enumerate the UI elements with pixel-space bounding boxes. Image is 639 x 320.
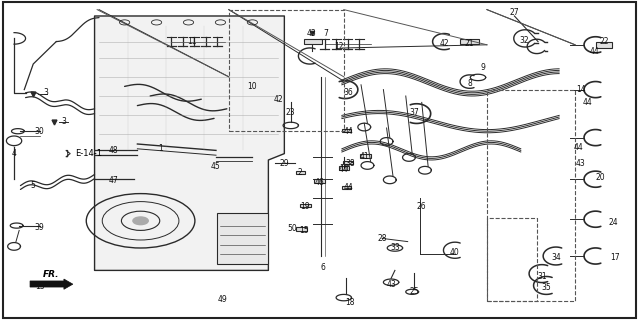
Text: 37: 37 — [409, 108, 419, 116]
Text: 28: 28 — [378, 234, 387, 243]
Bar — [300, 204, 311, 207]
Text: 46: 46 — [314, 178, 325, 187]
Text: 40: 40 — [450, 248, 460, 257]
Text: 4: 4 — [12, 149, 17, 158]
Text: 12: 12 — [334, 42, 343, 51]
Bar — [217, 213, 268, 264]
Text: 42: 42 — [439, 39, 449, 48]
Text: 31: 31 — [537, 272, 547, 281]
Text: 1: 1 — [158, 144, 164, 153]
Text: 10: 10 — [247, 82, 258, 91]
Text: FR.: FR. — [43, 270, 59, 279]
Text: 44: 44 — [589, 47, 599, 56]
Text: 9: 9 — [480, 63, 485, 72]
Text: 14: 14 — [576, 85, 587, 94]
Text: 19: 19 — [300, 202, 311, 211]
Bar — [360, 154, 371, 158]
Bar — [296, 227, 307, 231]
Text: 26: 26 — [417, 202, 427, 211]
Text: 3: 3 — [61, 117, 66, 126]
Text: 47: 47 — [109, 176, 119, 185]
Text: E-14-1: E-14-1 — [75, 149, 102, 158]
Text: 50: 50 — [288, 224, 298, 233]
Text: 21: 21 — [465, 39, 474, 48]
Text: 34: 34 — [551, 253, 561, 262]
Text: 20: 20 — [596, 173, 606, 182]
Text: 45: 45 — [211, 162, 221, 171]
Text: 18: 18 — [346, 298, 355, 307]
Text: 39: 39 — [35, 223, 45, 232]
Text: 41: 41 — [359, 152, 369, 161]
Bar — [314, 179, 325, 183]
Text: 43: 43 — [386, 280, 396, 289]
Text: 35: 35 — [541, 284, 551, 292]
Polygon shape — [30, 279, 73, 289]
Text: 13: 13 — [35, 282, 45, 291]
Bar — [460, 39, 479, 44]
Text: 42: 42 — [273, 95, 283, 104]
Polygon shape — [95, 16, 284, 270]
Bar — [295, 171, 305, 174]
Bar — [487, 218, 537, 301]
Text: 6: 6 — [320, 263, 325, 272]
Text: 25: 25 — [409, 287, 419, 296]
Bar — [596, 42, 612, 48]
Text: 36: 36 — [343, 88, 353, 97]
Text: 7: 7 — [323, 29, 328, 38]
Bar — [344, 161, 353, 164]
Text: 8: 8 — [467, 79, 472, 88]
Text: 2: 2 — [298, 168, 303, 177]
Text: 44: 44 — [343, 127, 353, 136]
Polygon shape — [66, 150, 70, 157]
Text: 49: 49 — [217, 295, 227, 304]
Bar — [487, 90, 575, 301]
Text: 32: 32 — [519, 36, 529, 44]
Text: 30: 30 — [35, 127, 45, 136]
Bar — [229, 10, 344, 131]
Text: 48: 48 — [109, 146, 119, 155]
Text: 3: 3 — [43, 88, 49, 97]
Bar — [339, 166, 349, 170]
Text: 44: 44 — [339, 165, 349, 174]
Text: 44: 44 — [583, 98, 593, 107]
Text: 38: 38 — [345, 159, 355, 168]
Text: 29: 29 — [279, 159, 289, 168]
Bar — [342, 129, 351, 132]
Text: 23: 23 — [286, 108, 296, 116]
Text: 27: 27 — [509, 8, 520, 17]
Bar — [304, 39, 322, 44]
Text: 44: 44 — [573, 143, 583, 152]
Text: 43: 43 — [575, 159, 585, 168]
Bar — [342, 186, 351, 189]
Circle shape — [133, 217, 148, 225]
Text: 5: 5 — [31, 181, 36, 190]
Text: 33: 33 — [390, 244, 400, 252]
Text: 16: 16 — [339, 164, 349, 172]
Text: 15: 15 — [298, 226, 309, 235]
Text: 44: 44 — [343, 183, 353, 192]
Text: 22: 22 — [599, 37, 608, 46]
Text: 43: 43 — [307, 29, 317, 38]
Text: 24: 24 — [608, 218, 619, 227]
Text: 11: 11 — [187, 37, 196, 46]
Text: 17: 17 — [610, 253, 620, 262]
